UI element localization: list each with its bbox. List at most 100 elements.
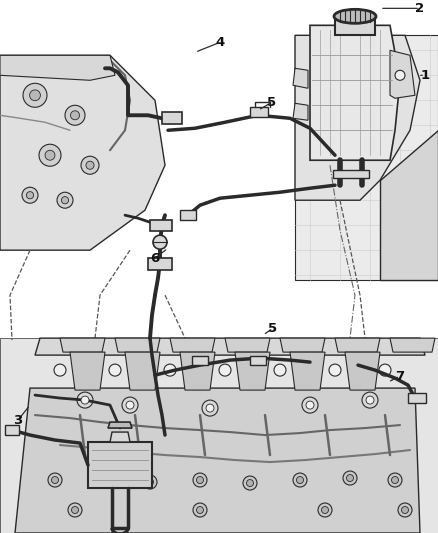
Polygon shape bbox=[290, 352, 325, 390]
Polygon shape bbox=[295, 35, 420, 200]
Circle shape bbox=[193, 503, 207, 517]
Circle shape bbox=[197, 477, 204, 483]
Circle shape bbox=[96, 474, 103, 481]
Circle shape bbox=[57, 192, 73, 208]
Circle shape bbox=[362, 392, 378, 408]
Polygon shape bbox=[88, 442, 152, 488]
Circle shape bbox=[398, 503, 412, 517]
Circle shape bbox=[219, 364, 231, 376]
Text: 2: 2 bbox=[415, 2, 424, 15]
Polygon shape bbox=[235, 352, 270, 390]
Bar bbox=[250, 107, 268, 117]
Circle shape bbox=[126, 401, 134, 409]
Polygon shape bbox=[108, 422, 132, 428]
Circle shape bbox=[39, 144, 61, 166]
Circle shape bbox=[93, 471, 107, 485]
Polygon shape bbox=[295, 35, 438, 280]
Circle shape bbox=[388, 473, 402, 487]
Circle shape bbox=[45, 150, 55, 160]
Polygon shape bbox=[180, 352, 215, 390]
Text: 6: 6 bbox=[150, 252, 159, 265]
Bar bbox=[150, 220, 172, 231]
Text: 5: 5 bbox=[268, 96, 276, 109]
Circle shape bbox=[202, 400, 218, 416]
Circle shape bbox=[22, 187, 38, 203]
Circle shape bbox=[86, 161, 94, 169]
Circle shape bbox=[48, 473, 62, 487]
Circle shape bbox=[274, 364, 286, 376]
Polygon shape bbox=[0, 338, 438, 533]
Polygon shape bbox=[293, 68, 308, 88]
Circle shape bbox=[293, 473, 307, 487]
Polygon shape bbox=[125, 352, 160, 390]
Polygon shape bbox=[390, 338, 435, 352]
Circle shape bbox=[52, 477, 59, 483]
Text: 5: 5 bbox=[268, 321, 278, 335]
Circle shape bbox=[109, 364, 121, 376]
Bar bbox=[250, 356, 266, 365]
Circle shape bbox=[243, 476, 257, 490]
Polygon shape bbox=[380, 130, 438, 280]
Circle shape bbox=[81, 156, 99, 174]
Circle shape bbox=[65, 106, 85, 125]
Polygon shape bbox=[0, 55, 165, 250]
Circle shape bbox=[402, 506, 409, 513]
Bar bbox=[148, 258, 172, 270]
Circle shape bbox=[343, 471, 357, 485]
Circle shape bbox=[193, 473, 207, 487]
Polygon shape bbox=[170, 338, 215, 352]
Polygon shape bbox=[293, 103, 308, 120]
Circle shape bbox=[247, 480, 254, 487]
Circle shape bbox=[318, 503, 332, 517]
Circle shape bbox=[379, 364, 391, 376]
Polygon shape bbox=[225, 338, 270, 352]
Polygon shape bbox=[0, 55, 115, 80]
Bar bbox=[192, 356, 208, 365]
Polygon shape bbox=[110, 432, 130, 442]
Circle shape bbox=[61, 197, 69, 204]
Polygon shape bbox=[390, 50, 415, 98]
Text: 1: 1 bbox=[420, 69, 430, 82]
Ellipse shape bbox=[334, 10, 376, 23]
Circle shape bbox=[302, 397, 318, 413]
Circle shape bbox=[395, 70, 405, 80]
Text: 7: 7 bbox=[396, 369, 405, 383]
Polygon shape bbox=[345, 352, 380, 390]
Bar bbox=[408, 393, 426, 403]
Circle shape bbox=[71, 111, 80, 120]
Circle shape bbox=[81, 396, 89, 404]
Bar bbox=[5, 425, 19, 435]
Circle shape bbox=[71, 506, 78, 513]
Circle shape bbox=[153, 235, 167, 249]
Text: 3: 3 bbox=[14, 414, 23, 426]
Circle shape bbox=[306, 401, 314, 409]
Polygon shape bbox=[310, 26, 400, 160]
Circle shape bbox=[77, 392, 93, 408]
Circle shape bbox=[68, 503, 82, 517]
Circle shape bbox=[366, 396, 374, 404]
Polygon shape bbox=[60, 338, 105, 352]
Circle shape bbox=[164, 364, 176, 376]
Circle shape bbox=[26, 192, 34, 199]
Circle shape bbox=[143, 475, 157, 489]
Polygon shape bbox=[35, 338, 425, 355]
Circle shape bbox=[30, 90, 40, 101]
Circle shape bbox=[329, 364, 341, 376]
Circle shape bbox=[206, 404, 214, 412]
Polygon shape bbox=[335, 18, 375, 35]
Bar bbox=[180, 210, 196, 220]
Polygon shape bbox=[15, 388, 420, 533]
Circle shape bbox=[321, 506, 328, 513]
Polygon shape bbox=[280, 338, 325, 352]
Circle shape bbox=[346, 474, 353, 481]
Circle shape bbox=[54, 364, 66, 376]
Bar bbox=[162, 112, 182, 124]
Bar bbox=[333, 170, 369, 178]
Circle shape bbox=[146, 479, 153, 486]
Circle shape bbox=[122, 397, 138, 413]
Polygon shape bbox=[70, 352, 105, 390]
Polygon shape bbox=[335, 338, 380, 352]
Circle shape bbox=[197, 506, 204, 513]
Circle shape bbox=[392, 477, 399, 483]
Circle shape bbox=[297, 477, 304, 483]
